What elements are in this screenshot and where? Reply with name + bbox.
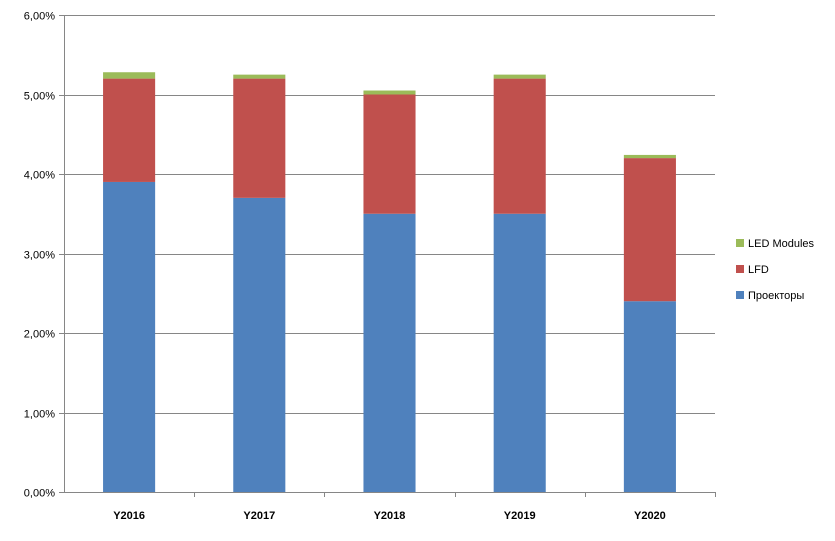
bar-segment-проекторы-y2017 bbox=[233, 197, 286, 492]
bar-segment-проекторы-y2020 bbox=[623, 301, 676, 492]
legend-swatch bbox=[736, 239, 744, 247]
x-tick-label: Y2020 bbox=[634, 510, 666, 522]
bar-segment-lfd-y2017 bbox=[233, 78, 286, 198]
bar-segment-led-modules-y2019 bbox=[493, 74, 546, 79]
bar-segment-led-modules-y2020 bbox=[623, 154, 676, 159]
bar-segment-led-modules-y2018 bbox=[363, 90, 416, 95]
bar-segment-lfd-y2020 bbox=[623, 158, 676, 302]
bar-segment-проекторы-y2018 bbox=[363, 213, 416, 492]
bar-segment-led-modules-y2016 bbox=[103, 72, 156, 79]
bar-segment-проекторы-y2016 bbox=[103, 181, 156, 492]
legend-swatch bbox=[736, 291, 744, 299]
x-tick-label: Y2019 bbox=[504, 510, 536, 522]
y-tick-label: 5,00% bbox=[24, 91, 55, 103]
y-tick-label: 3,00% bbox=[24, 250, 55, 262]
y-tick-label: 2,00% bbox=[24, 329, 55, 341]
y-tick-label: 6,00% bbox=[24, 11, 55, 23]
x-tick-label: Y2018 bbox=[374, 510, 406, 522]
bar-segment-led-modules-y2017 bbox=[233, 74, 286, 79]
y-tick-label: 1,00% bbox=[24, 409, 55, 421]
legend-swatch bbox=[736, 265, 744, 273]
y-tick-label: 4,00% bbox=[24, 170, 55, 182]
legend: LED Modules LFD Проекторы bbox=[736, 238, 815, 302]
bar-segment-lfd-y2019 bbox=[493, 78, 546, 214]
y-tick-label: 0,00% bbox=[24, 488, 55, 500]
bar-segment-lfd-y2016 bbox=[103, 78, 156, 182]
bars bbox=[103, 72, 676, 492]
axes: 0,00% 1,00% 2,00% 3,00% 4,00% 5,00% 6,00% Y2016… bbox=[24, 11, 716, 522]
x-tick-label: Y2016 bbox=[113, 510, 145, 522]
bar-segment-lfd-y2018 bbox=[363, 94, 416, 214]
legend-label: Проекторы bbox=[748, 290, 804, 302]
bar-segment-проекторы-y2019 bbox=[493, 213, 546, 492]
legend-label: LFD bbox=[748, 264, 769, 276]
x-tick-label: Y2017 bbox=[243, 510, 275, 522]
legend-label: LED Modules bbox=[748, 238, 815, 250]
